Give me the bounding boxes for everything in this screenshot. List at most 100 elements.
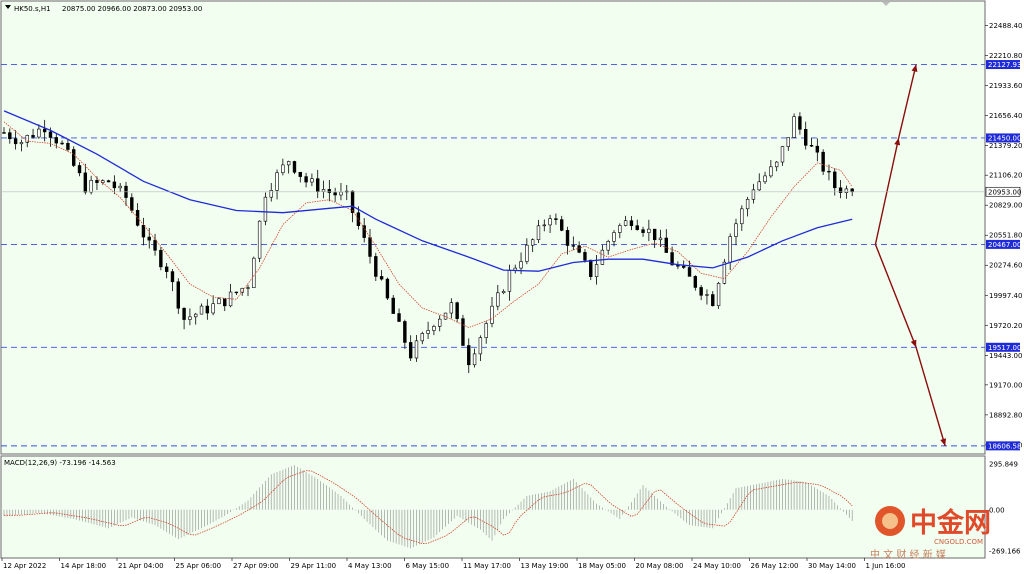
candle — [478, 335, 483, 362]
candle — [699, 284, 703, 301]
candle — [542, 219, 546, 232]
candle — [589, 259, 593, 281]
candle — [37, 124, 41, 139]
watermark-slogan: 中 文 财 经 新 媒 — [870, 548, 946, 561]
watermark-logo: 中金网 CNGOLD.COM 中 文 财 经 新 媒 — [870, 506, 991, 561]
candle — [833, 168, 837, 196]
level-label-0: 22127.93 — [988, 61, 1021, 69]
projection-down-1-head-seg — [874, 244, 917, 348]
time-tick-label: 12 Apr 2022 — [3, 562, 46, 570]
candle — [182, 307, 186, 330]
candle — [42, 119, 47, 142]
candle — [304, 172, 308, 188]
time-tick-label: 14 Apr 18:00 — [61, 562, 107, 570]
time-tick-label: 13 May 19:00 — [521, 562, 569, 570]
candle — [687, 260, 692, 277]
ma-fast-line — [3, 121, 853, 328]
main-plot-area — [0, 0, 986, 455]
time-tick-label: 26 May 12:00 — [751, 562, 799, 570]
level-label-box-0 — [986, 60, 1020, 70]
candle — [217, 297, 221, 305]
candle — [670, 246, 674, 266]
watermark-main: 中金网 — [910, 507, 991, 539]
candle — [804, 121, 808, 150]
candle — [577, 241, 581, 254]
candle — [664, 229, 668, 253]
candle — [780, 145, 785, 166]
candle — [8, 128, 12, 144]
candle — [647, 219, 651, 242]
candle — [618, 223, 622, 239]
price-tick-label: 21106.20 — [989, 172, 1022, 180]
candle — [89, 175, 93, 195]
level-label-box-4 — [986, 441, 1020, 451]
level-label-box-3 — [986, 342, 1020, 352]
time-tick-label: 27 Apr 09:00 — [233, 562, 279, 570]
candle — [827, 164, 831, 181]
candle — [844, 185, 849, 199]
candle — [745, 196, 750, 217]
time-tick-label: 4 May 13:00 — [348, 562, 392, 570]
macd-tick-label: -269.166 — [989, 548, 1021, 556]
candle — [600, 244, 605, 265]
current-price-box — [985, 186, 1021, 197]
candle — [31, 128, 35, 139]
candle — [426, 321, 430, 339]
candle — [118, 183, 122, 193]
candle — [757, 173, 761, 191]
level-label-2: 20467.00 — [988, 241, 1021, 249]
candle — [798, 112, 802, 135]
dropdown-triangle-icon[interactable] — [5, 5, 11, 9]
candle — [408, 335, 413, 361]
projection-down-1-head-seg-head — [910, 339, 917, 348]
time-tick-label: 21 Apr 04:00 — [118, 562, 164, 570]
projection-up-1 — [874, 137, 900, 245]
price-tick-label: 20551.80 — [989, 232, 1022, 240]
candle — [484, 321, 488, 344]
candle — [298, 171, 302, 183]
level-label-box-1 — [986, 133, 1020, 143]
candle — [194, 312, 198, 325]
candle — [379, 270, 384, 281]
projection-down-2-head — [940, 438, 947, 446]
price-tick-label: 19443.00 — [989, 352, 1022, 360]
candle — [391, 295, 395, 314]
candle — [652, 228, 657, 248]
macd-signal-line — [4, 470, 853, 545]
candle — [374, 252, 378, 281]
price-tick-label: 22210.80 — [989, 52, 1022, 60]
time-tick-label: 20 May 08:00 — [636, 562, 684, 570]
candle — [763, 171, 767, 184]
candle — [211, 295, 215, 316]
candle — [501, 289, 506, 295]
candle — [571, 236, 576, 251]
candle — [414, 335, 419, 362]
candle — [170, 269, 175, 292]
candle — [693, 275, 698, 291]
candle — [2, 127, 6, 134]
price-tick-label: 19720.20 — [989, 322, 1022, 330]
candle — [734, 218, 738, 246]
candle — [141, 217, 146, 246]
candle — [658, 229, 663, 248]
candle — [13, 130, 18, 150]
level-label-4: 18606.58 — [988, 442, 1021, 450]
price-tick-label: 20274.60 — [989, 262, 1022, 270]
candle — [95, 176, 99, 191]
candle — [722, 258, 727, 285]
candle — [467, 338, 471, 374]
candle — [112, 175, 117, 195]
scroll-marker-icon[interactable] — [882, 2, 890, 6]
candle — [397, 308, 401, 322]
candle — [72, 146, 76, 167]
chart-header-ohlc: 20875.00 20966.00 20873.00 20953.00 — [62, 5, 202, 13]
candle — [403, 319, 407, 349]
price-tick-label: 19170.00 — [989, 381, 1022, 389]
candle — [716, 281, 721, 309]
level-label-3: 19517.00 — [988, 344, 1021, 352]
price-tick-label: 21379.20 — [989, 142, 1022, 150]
candle — [246, 284, 250, 297]
candle — [188, 308, 192, 326]
candle — [153, 233, 157, 256]
